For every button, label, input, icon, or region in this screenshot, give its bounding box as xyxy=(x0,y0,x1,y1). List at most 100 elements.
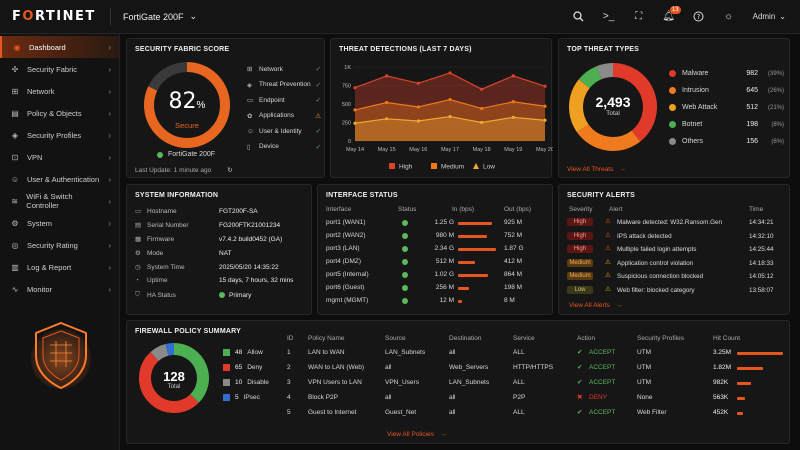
sysinfo-label: HA Status xyxy=(147,291,176,299)
status-up-icon xyxy=(402,233,408,239)
fabric-icon: ✣ xyxy=(11,64,19,74)
data-point xyxy=(480,120,484,125)
lock-icon: ⊡ xyxy=(11,152,19,162)
alert-row[interactable]: High ⚠ Malware detected: W32.Ransom.Gen 14:… xyxy=(559,218,791,230)
policy-row[interactable]: 5 Guest to Internet Guest_Net all ALL ✔ ACCEPT… xyxy=(127,408,791,421)
out-bps: 1.87 G xyxy=(504,245,524,252)
sidebar-item-security-profiles[interactable]: ◈ Security Profiles › xyxy=(0,124,119,146)
sidebar-item-monitor[interactable]: ∿ Monitor › xyxy=(0,278,119,300)
policy-action: ACCEPT xyxy=(589,364,616,371)
threat-detections-panel: THREAT DETECTIONS (LAST 7 DAYS) 0 250 500 7… xyxy=(330,38,553,178)
sidebar-item-label: WiFi & Switch Controller xyxy=(26,192,73,210)
out-bps: 752 M xyxy=(504,232,523,239)
data-point xyxy=(448,114,452,119)
fabric-component[interactable]: ⊞ Network ✓ xyxy=(247,65,321,74)
alert-row[interactable]: Low ⚠ Web filter: blocked category 13:58:07 xyxy=(559,285,791,298)
alert-time: 14:32:10 xyxy=(749,232,774,240)
alert-time: 14:18:33 xyxy=(749,259,774,267)
clock-icon: ◷ xyxy=(135,264,141,271)
search-icon[interactable] xyxy=(573,11,585,23)
cli-console-icon[interactable]: >_ xyxy=(602,11,615,22)
chevron-right-icon: › xyxy=(108,218,111,228)
policy-row[interactable]: 3 VPN Users to LAN VPN_Users LAN_Subnets ALL… xyxy=(127,378,791,391)
sidebar-item-label: Security Rating xyxy=(27,240,78,250)
policy-dst: Web_Servers xyxy=(449,364,489,371)
policy-name: Block P2P xyxy=(308,394,338,401)
chevron-right-icon: › xyxy=(108,130,111,140)
threat-name: Malware xyxy=(682,70,709,77)
fortinet-logo[interactable]: FORTINET xyxy=(12,9,96,24)
device-selector[interactable]: FortiGate 200F ⌄ xyxy=(111,11,197,22)
sysinfo-row: ◷ System Time 2025/05/20 14:35:22 xyxy=(135,263,307,272)
policy-total: 128 xyxy=(163,369,185,384)
chevron-right-icon: › xyxy=(108,86,111,96)
interface-row[interactable]: port4 (DMZ) 512 M 412 M xyxy=(318,258,554,270)
legend-swatch xyxy=(223,349,230,356)
interface-row[interactable]: port5 (Internal) 1.02 G 864 M xyxy=(318,271,554,283)
threat-legend-item: Malware 982 (39%) xyxy=(669,70,784,77)
in-bps-bar xyxy=(458,235,487,238)
policy-row[interactable]: 1 LAN to WAN LAN_Subnets all ALL ✔ ACCEPT UTM 3.… xyxy=(127,348,791,361)
bell-icon[interactable]: 🔔︎ 13 xyxy=(662,5,681,22)
fullscreen-icon[interactable]: ⛶ xyxy=(635,11,643,22)
threat-total: 2,493 xyxy=(595,94,631,110)
fabric-component[interactable]: ◈ Threat Prevention ✓ xyxy=(247,81,321,89)
threat-area-chart: 0 250 500 750 1K May 14 May 15 May 16 May 17 May … xyxy=(342,65,553,171)
help-icon[interactable]: ? xyxy=(693,11,705,23)
sidebar-item-label: VPN xyxy=(27,152,43,162)
status-up-icon xyxy=(402,272,408,278)
sidebar-item-log-report[interactable]: ▥ Log & Report › xyxy=(0,256,119,278)
sidebar-item-security-rating[interactable]: ◎ Security Rating › xyxy=(0,234,119,256)
policy-row[interactable]: 2 WAN to LAN (Web) all Web_Servers HTTP/HTTP… xyxy=(127,363,791,376)
in-bps: 256 M xyxy=(435,284,454,291)
alert-row[interactable]: Medium ⚠ Application control violation 14:1… xyxy=(559,258,791,271)
user-menu[interactable]: Admin ⌄ xyxy=(753,12,786,21)
sidebar-item-dashboard[interactable]: ◉ Dashboard › xyxy=(0,36,119,58)
policy-name: WAN to LAN (Web) xyxy=(308,364,364,371)
severity-badge: High xyxy=(567,245,593,253)
interface-row[interactable]: mgmt (MGMT) 12 M 8 M xyxy=(318,297,554,309)
interface-row[interactable]: port6 (Guest) 256 M 198 M xyxy=(318,284,554,296)
policy-name: Guest to Internet xyxy=(308,409,357,416)
alert-row[interactable]: High ⚠ Multiple failed login attempts 14:25… xyxy=(559,245,791,257)
data-point xyxy=(353,121,357,125)
alert-row[interactable]: Medium ⚠ Suspicious connection blocked 14:0… xyxy=(559,272,791,284)
fabric-component[interactable]: ▯ Device ✓ xyxy=(247,143,321,151)
threat-count: 982 xyxy=(746,70,758,77)
legend-dot xyxy=(669,104,676,111)
sidebar-item-wifi-switch-controller[interactable]: ≋ WiFi & Switch Controller › xyxy=(0,190,119,212)
sidebar-item-user-authentication[interactable]: ☺ User & Authentication › xyxy=(0,168,119,190)
view-all-threats-link[interactable]: View All Threats → xyxy=(567,166,626,173)
sidebar-item-network[interactable]: ⊞ Network › xyxy=(0,80,119,102)
view-all-alerts-link[interactable]: View All Alerts → xyxy=(569,302,622,309)
policy-row[interactable]: 4 Block P2P all all P2P ✖ DENY None 563K xyxy=(127,393,791,406)
severity-badge: High xyxy=(567,218,593,226)
status-up-icon xyxy=(402,298,408,304)
sidebar-item-system[interactable]: ⚙ System › xyxy=(0,212,119,234)
view-all-policies-link[interactable]: View All Policies → xyxy=(387,431,446,438)
policy-svc: P2P xyxy=(513,394,526,401)
refresh-icon[interactable]: ↻ xyxy=(227,167,233,174)
policy-dst: all xyxy=(449,394,456,401)
sidebar-item-security-fabric[interactable]: ✣ Security Fabric › xyxy=(0,58,119,80)
x-tick-label: May 16 xyxy=(409,147,427,153)
fabric-component[interactable]: ☺ User & Identity ✓ xyxy=(247,127,321,136)
fabric-component[interactable]: ✿ Applications ⚠ xyxy=(247,112,321,120)
legend-dot xyxy=(669,87,676,94)
area-high xyxy=(355,72,545,141)
data-point xyxy=(511,100,515,104)
interface-row[interactable]: port2 (WAN2) 980 M 752 M xyxy=(318,232,554,244)
link-label: View All Policies xyxy=(387,431,434,438)
component-label: Network xyxy=(259,65,283,73)
alert-time: 14:34:21 xyxy=(749,219,774,226)
interface-row[interactable]: port3 (LAN) 2.34 G 1.87 G xyxy=(318,245,554,257)
fabric-component[interactable]: ▭ Endpoint ✓ xyxy=(247,96,321,105)
hit-count-bar xyxy=(737,352,783,355)
theme-sun-icon[interactable]: ☼ xyxy=(724,11,734,22)
serial-icon: ▤ xyxy=(135,222,142,229)
interface-row[interactable]: port1 (WAN1) 1.25 G 925 M xyxy=(318,219,554,231)
sidebar-item-policy-objects[interactable]: ▤ Policy & Objects › xyxy=(0,102,119,124)
area-medium xyxy=(355,99,545,141)
alert-row[interactable]: High ⚠ IPS attack detected 14:32:10 xyxy=(559,231,791,244)
sidebar-item-vpn[interactable]: ⊡ VPN › xyxy=(0,146,119,168)
